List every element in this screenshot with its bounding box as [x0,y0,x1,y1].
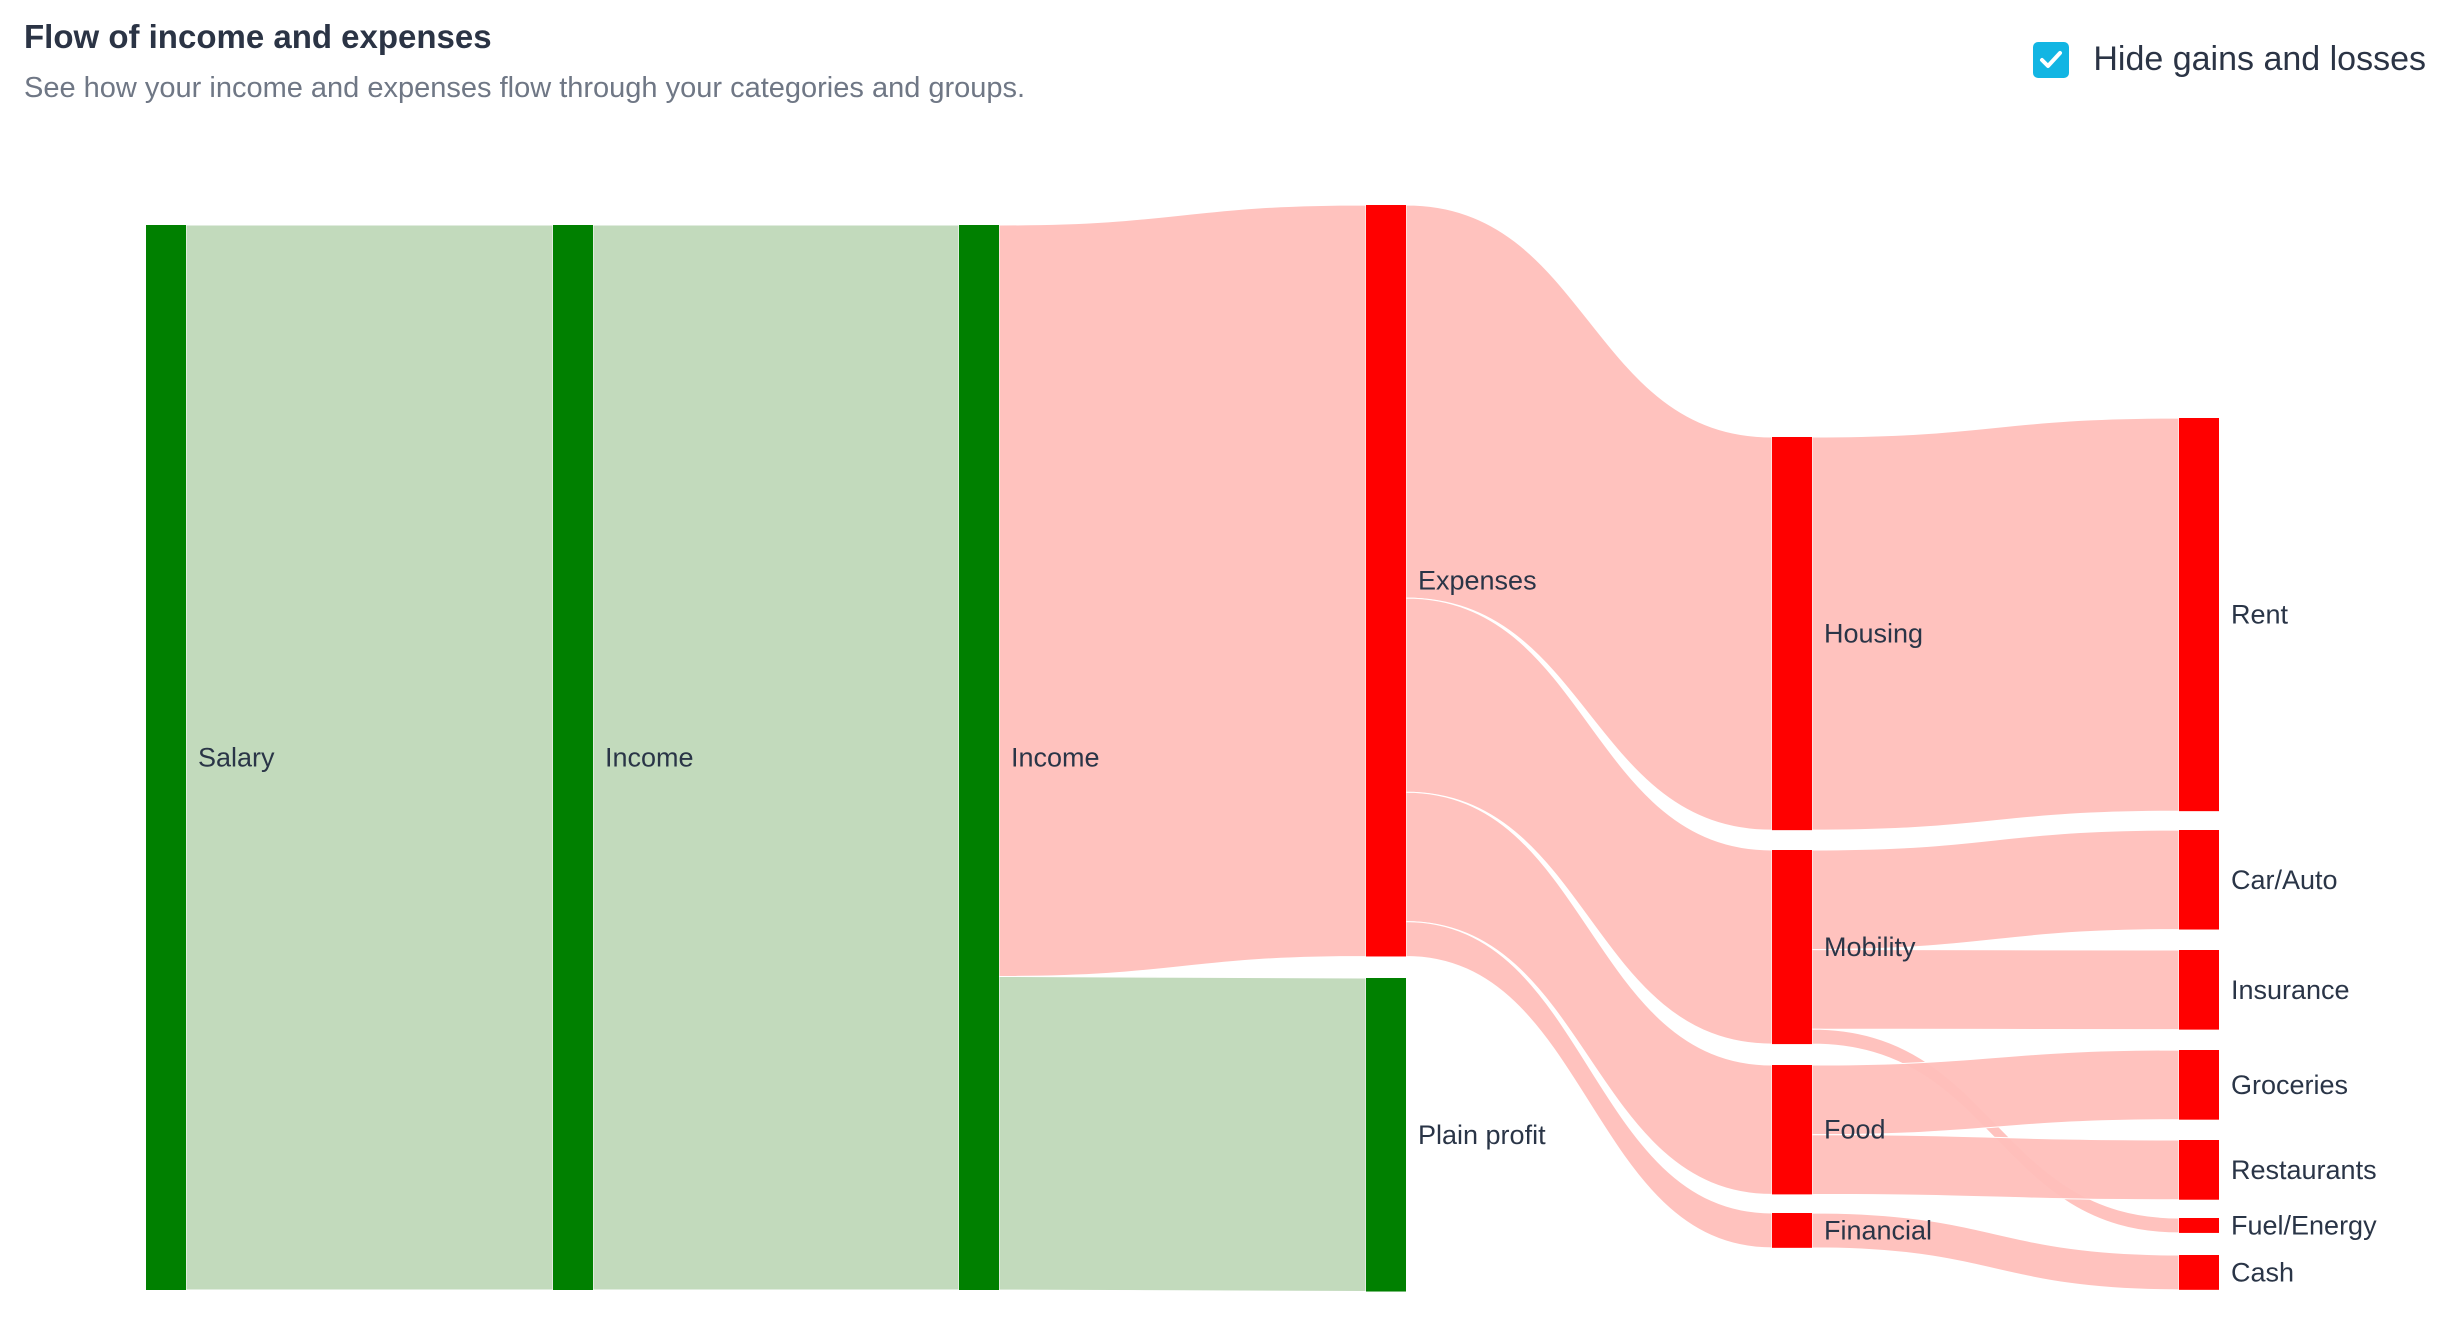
sankey-link-financial-cash[interactable] [1811,1212,2180,1291]
sankey-node-financial[interactable] [1772,1213,1812,1248]
sankey-link-food-restaurants[interactable] [1811,1134,2180,1201]
sankey-node-income1[interactable] [553,225,593,1290]
sankey-label-groceries: Groceries [2231,1070,2348,1100]
sankey-link-income2-expenses[interactable] [998,204,1367,977]
sankey-node-groceries[interactable] [2179,1050,2219,1120]
sankey-label-salary: Salary [198,743,275,773]
checkmark-icon [2040,50,2063,68]
sankey-link-mobility-carauto[interactable] [1811,829,2180,951]
sankey-label-housing: Housing [1824,619,1923,649]
sankey-label-income1: Income [605,743,694,773]
page-title: Flow of income and expenses [24,18,492,55]
sankey-label-food: Food [1824,1115,1886,1145]
sankey-label-cash: Cash [2231,1257,2294,1287]
sankey-node-insurance[interactable] [2179,950,2219,1030]
sankey-label-rent: Rent [2231,600,2289,630]
sankey-node-food[interactable] [1772,1065,1812,1195]
sankey-label-expenses: Expenses [1418,566,1537,596]
sankey-link-mobility-insurance[interactable] [1811,949,2180,1031]
sankey-link-expenses-financial[interactable] [1405,921,1773,1249]
sankey-node-mobility[interactable] [1772,850,1812,1045]
toggle-label: Hide gains and losses [2093,40,2426,78]
sankey-labels: Salary Income Income Expenses Plain profit Ho… [198,566,2377,1288]
sankey-node-profit[interactable] [1366,978,1406,1292]
sankey-label-profit: Plain profit [1418,1120,1546,1150]
sankey-node-income2[interactable] [959,225,999,1290]
sankey-label-income2: Income [1011,743,1100,773]
sankey-node-fuel[interactable] [2179,1218,2219,1233]
sankey-node-rent[interactable] [2179,418,2219,812]
sankey-links [185,204,2180,1293]
page-subtitle: See how your income and expenses flow th… [24,72,1026,104]
sankey-node-salary[interactable] [146,225,186,1290]
hide-gains-losses-toggle[interactable]: Hide gains and losses [2033,40,2426,79]
sankey-label-insurance: Insurance [2231,975,2350,1005]
sankey-link-income2-profit[interactable] [998,975,1367,1293]
sankey-link-expenses-mobility[interactable] [1405,597,1773,1045]
sankey-node-cash[interactable] [2179,1255,2219,1290]
sankey-node-restaurants[interactable] [2179,1140,2219,1200]
sankey-label-carauto: Car/Auto [2231,865,2338,895]
checkbox[interactable] [2033,41,2070,78]
sankey-node-housing[interactable] [1772,437,1812,831]
sankey-label-financial: Financial [1824,1215,1932,1245]
sankey-nodes [146,205,2219,1292]
sankey-label-mobility: Mobility [1824,932,1916,962]
sankey-label-fuel: Fuel/Energy [2231,1210,2377,1240]
sankey-node-expenses[interactable] [1366,205,1406,957]
sankey-node-carauto[interactable] [2179,830,2219,930]
sankey-label-restaurants: Restaurants [2231,1155,2377,1185]
